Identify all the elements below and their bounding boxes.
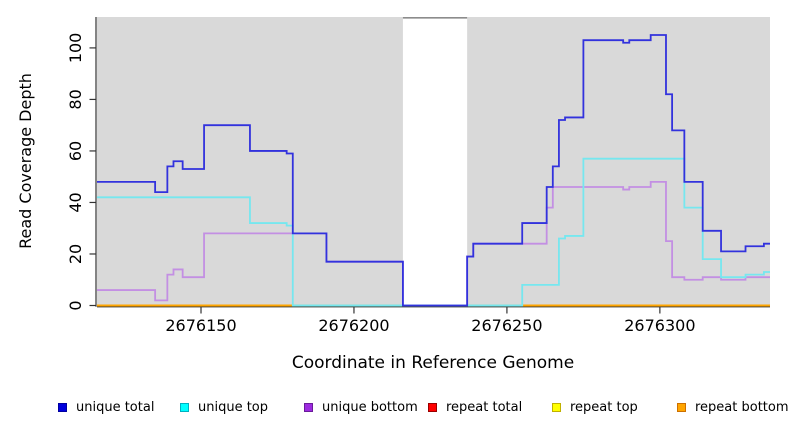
y-axis-title: Read Coverage Depth <box>16 73 35 249</box>
y-tick-label: 100 <box>66 33 85 64</box>
series-line-unique-bottom <box>97 180 770 307</box>
y-tick-label: 60 <box>66 141 85 161</box>
legend-item-repeat-total: repeat total <box>428 400 522 415</box>
legend-item-repeat-top: repeat top <box>552 400 638 415</box>
legend-swatch-repeat-bottom <box>677 403 686 412</box>
legend-swatch-unique-total <box>58 403 67 412</box>
legend-label-repeat-top: repeat top <box>570 400 638 415</box>
x-tick-label: 2676150 <box>165 316 236 335</box>
y-tick-label: 40 <box>66 192 85 212</box>
legend-label-unique-top: unique top <box>198 400 269 415</box>
x-axis-title: Coordinate in Reference Genome <box>292 353 574 373</box>
y-tick-label: 80 <box>66 89 85 109</box>
x-tick-label: 2676300 <box>624 316 695 335</box>
legend-item-unique-total: unique total <box>58 400 154 415</box>
legend-item-unique-top: unique top <box>180 400 268 415</box>
y-tick-label: 20 <box>66 244 85 264</box>
legend-swatch-unique-bottom <box>304 403 313 412</box>
legend-swatch-unique-top <box>180 403 189 412</box>
legend-label-unique-total: unique total <box>76 400 155 415</box>
legend-item-unique-bottom: unique bottom <box>304 400 418 415</box>
legend-label-unique-bottom: unique bottom <box>322 400 418 415</box>
series-line-unique-total <box>97 34 770 307</box>
coverage-plot: 2676150 2676200 2676250 2676300 0 20 40 60 80 100… <box>16 16 770 373</box>
legend-label-repeat-bottom: repeat bottom <box>695 400 789 415</box>
legend-item-repeat-bottom: repeat bottom <box>677 400 789 415</box>
legend-swatch-repeat-top <box>552 403 561 412</box>
legend: unique total unique top unique bottom repea… <box>0 397 792 423</box>
y-tick-label: 0 <box>66 300 85 310</box>
x-tick-label: 2676200 <box>318 316 389 335</box>
legend-swatch-repeat-total <box>428 403 437 412</box>
legend-label-repeat-total: repeat total <box>446 400 523 415</box>
x-tick-label: 2676250 <box>471 316 542 335</box>
series-line-unique-top <box>97 157 770 307</box>
no-data-band <box>402 17 468 306</box>
